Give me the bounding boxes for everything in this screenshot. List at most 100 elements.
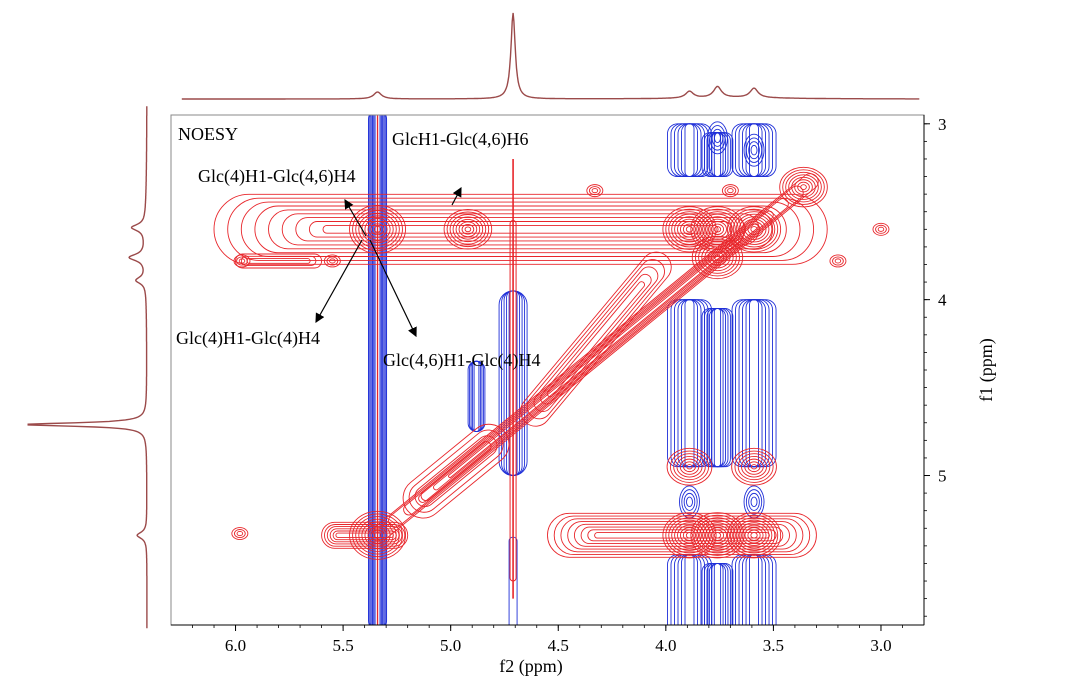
cross-peak-8 <box>729 514 779 556</box>
positive-minor-spot <box>724 186 737 196</box>
cross-peak-11 <box>710 251 725 264</box>
negative-stripe-ring <box>684 299 695 468</box>
cross-peak-9 <box>686 464 693 470</box>
cross-peak-6 <box>685 532 694 539</box>
negative-stripe-ring <box>674 123 705 178</box>
negative-blob-4.88 <box>473 360 480 433</box>
negative-stripe-ring <box>749 299 759 468</box>
positive-ridge-3.6 <box>240 201 801 257</box>
cross-peak-4 <box>713 226 722 233</box>
negative-blob <box>681 489 698 515</box>
cross-peak-12 <box>779 166 828 208</box>
cross-peak-8 <box>741 524 767 546</box>
x-tick-label: 4.5 <box>548 636 569 655</box>
positive-minor-spot <box>591 188 599 194</box>
cross-peak-6 <box>677 524 702 546</box>
x-axis-title: f2 (ppm) <box>499 656 562 677</box>
cross-peak-10 <box>731 447 777 486</box>
positive-diagonal <box>388 185 804 528</box>
cross-peak-6 <box>662 512 717 559</box>
positive-triangle <box>546 281 645 398</box>
positive-contours <box>213 115 890 625</box>
negative-stripe-ring <box>749 554 759 625</box>
positive-ridge-small <box>246 258 311 264</box>
negative-stripe-ring <box>749 123 759 178</box>
cross-peak-11 <box>701 243 734 272</box>
positive-minor-spot <box>877 226 885 232</box>
negative-stripe-5.34 <box>371 115 384 625</box>
experiment-label: NOESY <box>178 124 238 144</box>
cross-peak-2 <box>452 216 484 243</box>
negative-blob <box>745 489 763 515</box>
negative-stripe-ring <box>713 307 722 468</box>
positive-ridge-3.6 <box>213 193 828 265</box>
cross-peak-7 <box>693 514 742 556</box>
positive-minor-spot <box>236 256 248 266</box>
positive-diagonal-wide <box>414 435 498 507</box>
positive-ridge-3.6 <box>227 197 815 261</box>
positive-ridge-5.34-right <box>594 532 770 539</box>
negative-stripe-ring <box>706 307 729 468</box>
negative-stripe-ring <box>738 123 770 178</box>
x-tick-label: 4.0 <box>655 636 676 655</box>
negative-stripe-ring <box>706 563 729 625</box>
negative-stripe-ring <box>711 132 724 178</box>
cross-peak-9 <box>673 453 706 481</box>
annotation-glc4h1-glc46h4: Glc(4)H1-Glc(4,6)H4 <box>198 166 355 187</box>
cross-peak-5 <box>747 223 761 235</box>
negative-stripe-ring <box>713 132 722 178</box>
x-tick-label: 3.5 <box>763 636 784 655</box>
negative-stripe-ring <box>674 299 705 468</box>
negative-stripe-5.34 <box>368 115 388 625</box>
cross-peak-7 <box>696 517 739 554</box>
cross-peak-6 <box>680 527 699 544</box>
positive-minor-spot <box>236 531 244 537</box>
cross-peak-7 <box>713 532 722 539</box>
negative-blob <box>707 121 728 155</box>
cross-peak-5 <box>735 213 773 245</box>
negative-stripe-ring <box>681 299 698 468</box>
cross-peak-7 <box>690 512 745 559</box>
cross-peak-12 <box>791 176 816 198</box>
positive-minor-spot <box>233 254 251 268</box>
y-tick-label: 3 <box>938 115 947 134</box>
cross-peak-6 <box>682 529 697 541</box>
cross-peak-11 <box>704 246 731 269</box>
positive-minor-spot <box>872 222 890 236</box>
positive-ridge-5.34-left <box>326 526 403 545</box>
cross-peak-8 <box>750 532 758 539</box>
positive-minor-spot <box>323 254 341 268</box>
positive-ridge-5.34-right <box>567 521 797 550</box>
positive-minor-spot <box>727 188 734 194</box>
positive-triangle <box>526 259 665 420</box>
positive-minor-spot <box>832 256 844 266</box>
cross-peak-2 <box>455 219 481 240</box>
cross-peak-11 <box>707 249 728 266</box>
cross-peak-10 <box>737 453 771 481</box>
negative-stripe-ring <box>745 554 763 625</box>
cross-peak-8 <box>744 527 764 544</box>
cross-peak-6 <box>665 514 714 556</box>
positive-ridge-small <box>235 253 323 269</box>
cross-peak-2 <box>443 209 493 250</box>
negative-stripe-5.34 <box>369 115 386 625</box>
cross-peak-5 <box>732 211 776 248</box>
cross-peak-2 <box>464 226 472 233</box>
positive-ridge-5.34-right <box>560 518 804 553</box>
cross-peak-5 <box>744 221 764 238</box>
positive-minor-spot <box>834 258 842 264</box>
negative-stripe-ring <box>735 123 773 178</box>
annotation-glch1-glc46h6: GlcH1-Glc(4,6)H6 <box>392 129 528 150</box>
negative-blob <box>748 492 760 511</box>
negative-blob <box>750 496 758 508</box>
cross-peak-2 <box>458 221 478 238</box>
cross-peak-9 <box>676 455 703 478</box>
f1-projection-trace <box>27 106 148 629</box>
negative-stripe-5.34 <box>373 115 382 625</box>
negative-blob <box>709 125 726 151</box>
cross-peak-6 <box>671 519 708 551</box>
cross-peak-12 <box>782 169 825 205</box>
cross-peak-12 <box>800 184 807 190</box>
negative-stripe-ring <box>711 562 724 625</box>
cross-peak-3 <box>671 213 708 245</box>
